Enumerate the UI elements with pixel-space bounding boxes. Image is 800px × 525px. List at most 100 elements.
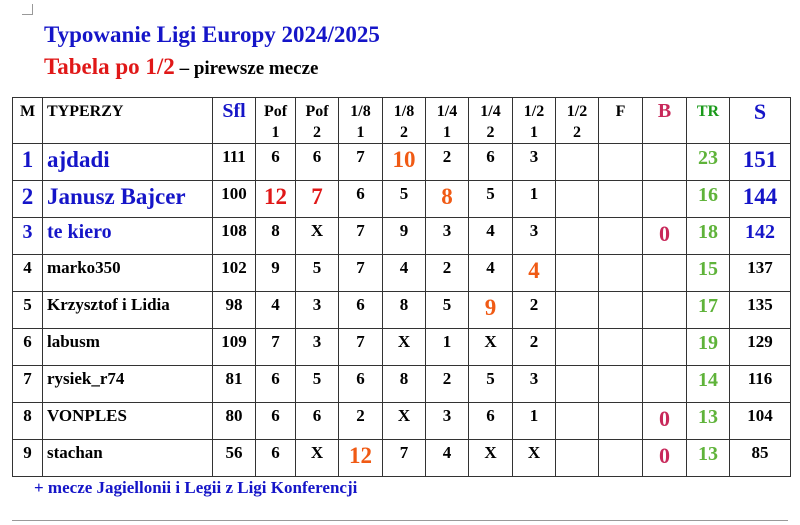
score-cell: 6 bbox=[338, 365, 383, 403]
player-name-cell: Janusz Bajcer bbox=[42, 180, 213, 218]
score-cell: 2 bbox=[425, 365, 469, 403]
score-cell: 9 bbox=[468, 291, 513, 329]
score-cell: 7 bbox=[338, 217, 383, 255]
column-header: 1/8 2 bbox=[382, 97, 426, 144]
score-cell: 129 bbox=[729, 328, 791, 366]
score-cell bbox=[555, 402, 599, 440]
rank-cell: 8 bbox=[12, 402, 43, 440]
score-cell: 19 bbox=[686, 328, 730, 366]
score-cell: 0 bbox=[642, 402, 687, 440]
rank-cell: 7 bbox=[12, 365, 43, 403]
score-cell: 5 bbox=[425, 291, 469, 329]
score-cell bbox=[598, 402, 643, 440]
score-cell: 56 bbox=[212, 439, 256, 477]
score-cell: 3 bbox=[425, 402, 469, 440]
score-cell bbox=[555, 180, 599, 218]
score-cell: 3 bbox=[512, 143, 556, 181]
score-cell: 6 bbox=[338, 180, 383, 218]
score-cell bbox=[642, 254, 687, 292]
score-cell: 80 bbox=[212, 402, 256, 440]
score-cell: 16 bbox=[686, 180, 730, 218]
page-corner-marker bbox=[22, 4, 33, 15]
score-cell bbox=[555, 217, 599, 255]
score-cell: 13 bbox=[686, 402, 730, 440]
player-name-cell: stachan bbox=[42, 439, 213, 477]
rank-cell: 3 bbox=[12, 217, 43, 255]
score-cell bbox=[555, 291, 599, 329]
score-cell: 6 bbox=[468, 402, 513, 440]
column-header: 1/8 1 bbox=[338, 97, 383, 144]
score-cell: 1 bbox=[425, 328, 469, 366]
rank-cell: 5 bbox=[12, 291, 43, 329]
score-cell bbox=[642, 365, 687, 403]
score-cell bbox=[642, 291, 687, 329]
score-cell: 6 bbox=[255, 365, 296, 403]
score-cell: 23 bbox=[686, 143, 730, 181]
score-cell bbox=[555, 254, 599, 292]
score-cell: 2 bbox=[338, 402, 383, 440]
score-cell: X bbox=[512, 439, 556, 477]
score-cell: 15 bbox=[686, 254, 730, 292]
score-cell: 7 bbox=[338, 143, 383, 181]
score-cell bbox=[598, 180, 643, 218]
score-cell: 8 bbox=[255, 217, 296, 255]
score-cell: 2 bbox=[512, 291, 556, 329]
score-cell: X bbox=[468, 328, 513, 366]
score-cell: 6 bbox=[338, 291, 383, 329]
subtitle-note: pirewsze mecze bbox=[193, 58, 319, 79]
score-cell: X bbox=[295, 439, 339, 477]
score-cell bbox=[598, 365, 643, 403]
score-cell: 111 bbox=[212, 143, 256, 181]
score-cell: 2 bbox=[425, 143, 469, 181]
score-cell bbox=[642, 180, 687, 218]
score-cell: 9 bbox=[382, 217, 426, 255]
score-cell: 8 bbox=[382, 365, 426, 403]
score-cell: 5 bbox=[468, 365, 513, 403]
score-cell: 5 bbox=[295, 365, 339, 403]
score-cell: 85 bbox=[729, 439, 791, 477]
score-cell: X bbox=[295, 217, 339, 255]
player-name-cell: rysiek_r74 bbox=[42, 365, 213, 403]
score-cell: 102 bbox=[212, 254, 256, 292]
score-cell: 5 bbox=[468, 180, 513, 218]
score-cell: 7 bbox=[338, 328, 383, 366]
player-name-cell: te kiero bbox=[42, 217, 213, 255]
player-name-cell: labusm bbox=[42, 328, 213, 366]
score-cell: 7 bbox=[338, 254, 383, 292]
score-cell: X bbox=[382, 402, 426, 440]
score-cell: 9 bbox=[255, 254, 296, 292]
column-header: 1/4 1 bbox=[425, 97, 469, 144]
score-cell: 6 bbox=[255, 439, 296, 477]
score-cell bbox=[555, 328, 599, 366]
score-cell bbox=[555, 365, 599, 403]
table-row: 1 ajdadi 111 6 6 7 10 2 6 3 23 151 bbox=[12, 143, 791, 181]
score-cell: 100 bbox=[212, 180, 256, 218]
score-cell: 3 bbox=[425, 217, 469, 255]
rank-cell: 1 bbox=[12, 143, 43, 181]
score-cell: 109 bbox=[212, 328, 256, 366]
table-row: 6 labusm 109 7 3 7 X 1 X 2 19 129 bbox=[12, 328, 791, 366]
score-cell: 14 bbox=[686, 365, 730, 403]
score-cell bbox=[555, 439, 599, 477]
column-header: M bbox=[12, 97, 43, 144]
score-cell bbox=[555, 143, 599, 181]
score-cell bbox=[642, 328, 687, 366]
score-cell: X bbox=[382, 328, 426, 366]
score-cell: 4 bbox=[425, 439, 469, 477]
score-cell: 8 bbox=[425, 180, 469, 218]
table-row: 5 Krzysztof i Lidia 98 4 3 6 8 5 9 2 17 135 bbox=[12, 291, 791, 329]
score-cell: 17 bbox=[686, 291, 730, 329]
player-name-cell: ajdadi bbox=[42, 143, 213, 181]
score-cell: 137 bbox=[729, 254, 791, 292]
table-row: 4 marko350 102 9 5 7 4 2 4 4 15 137 bbox=[12, 254, 791, 292]
score-cell bbox=[598, 217, 643, 255]
score-cell: 1 bbox=[512, 402, 556, 440]
score-cell bbox=[598, 439, 643, 477]
score-cell: 12 bbox=[338, 439, 383, 477]
score-cell: 6 bbox=[255, 143, 296, 181]
score-cell bbox=[598, 291, 643, 329]
score-cell: X bbox=[468, 439, 513, 477]
column-header: TYPERZY bbox=[42, 97, 213, 144]
score-cell: 6 bbox=[468, 143, 513, 181]
score-cell bbox=[642, 143, 687, 181]
